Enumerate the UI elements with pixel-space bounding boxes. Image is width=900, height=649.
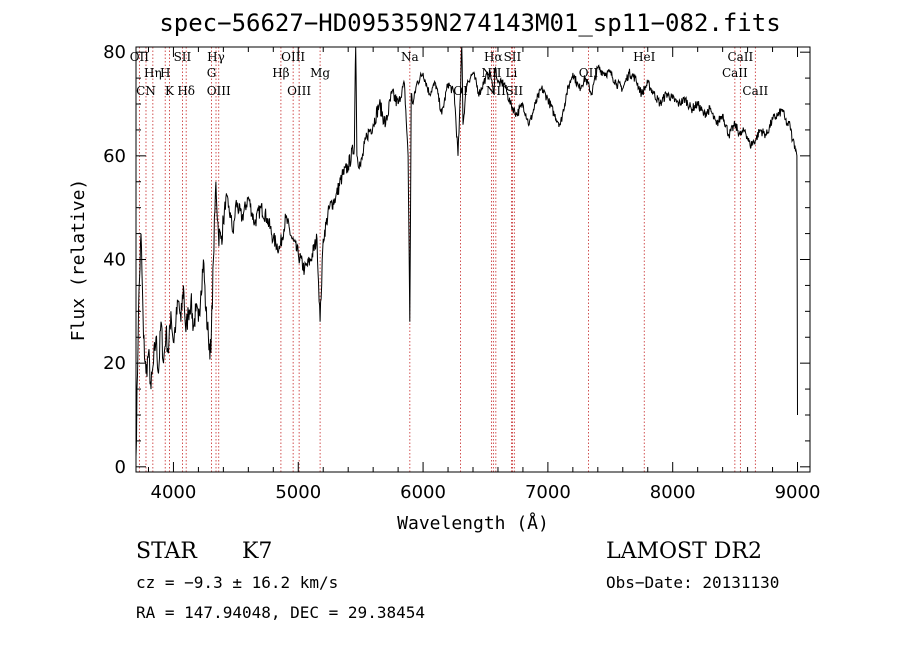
x-axis-label: Wavelength (Å) [397,512,549,534]
obs-date: Obs−Date: 20131130 [606,573,779,592]
spectral-line-label: CaII [727,50,753,64]
spectral-line-label: CN [136,84,156,98]
spectral-line-label: SII [504,50,522,64]
x-axis-ticks: 4000 5000 6000 7000 8000 9000 [147,47,821,503]
spectral-line-label: G [207,66,217,80]
spectral-line-label: NII [486,84,506,98]
spectral-line-label: HeI [633,50,656,64]
spectral-line-label: CaII [722,66,748,80]
x-tick-label: 6000 [400,482,446,503]
y-tick-label: 60 [103,146,126,167]
x-tick-label: 5000 [275,482,321,503]
spectral-line-label: OIII [281,50,305,64]
redshift-value: cz = −9.3 ± 16.2 km/s [136,573,338,592]
spectral-line-label: Hδ [177,84,195,98]
spectral-line-label: OII [579,66,599,80]
spectral-line-label: Hγ [207,50,225,64]
spectral-line-label: K [165,84,175,98]
y-axis-ticks: 0 20 40 60 80 [103,42,810,478]
spectral-line-label: OIII [207,84,231,98]
spectral-line-label: Hβ [272,66,289,80]
y-axis-label: Flux (relative) [68,179,89,342]
spectral-line-label: OII [130,50,150,64]
spectral-line-label: SII [174,50,192,64]
spectral-line-label: Hη [144,66,162,80]
object-class: STAR [136,539,198,564]
x-tick-label: 7000 [525,482,571,503]
coordinates: RA = 147.94048, DEC = 29.38454 [136,603,425,622]
spectral-line-label: Na [401,50,419,64]
spectral-line-label: OIII [287,84,311,98]
spectral-line-label: CaII [742,84,768,98]
spectral-line-label: H [160,66,170,80]
y-tick-label: 80 [103,42,126,63]
spectral-line-label: SII [505,84,523,98]
y-tick-label: 0 [115,457,126,478]
object-subclass: K7 [242,539,272,564]
y-tick-label: 20 [103,353,126,374]
x-tick-label: 8000 [650,482,696,503]
spectral-line-label: Li [506,66,518,80]
spectral-line-label: Mg [310,66,330,80]
x-tick-label: 4000 [151,482,197,503]
chart-title: spec−56627−HD095359N274143M01_sp11−082.f… [159,9,780,37]
survey-name: LAMOST DR2 [606,539,762,564]
spectral-line-label: NII [481,66,501,80]
spectral-line-labels: OIIHηCNHKSIIHδHγGOIIIOIIIHβOIIIMgNaOIHαN… [130,50,769,98]
y-tick-label: 40 [103,250,126,271]
spectral-line-label: Hα [484,50,503,64]
spectrum-line [135,46,798,457]
spectral-line-markers [138,47,756,472]
x-tick-label: 9000 [775,482,821,503]
